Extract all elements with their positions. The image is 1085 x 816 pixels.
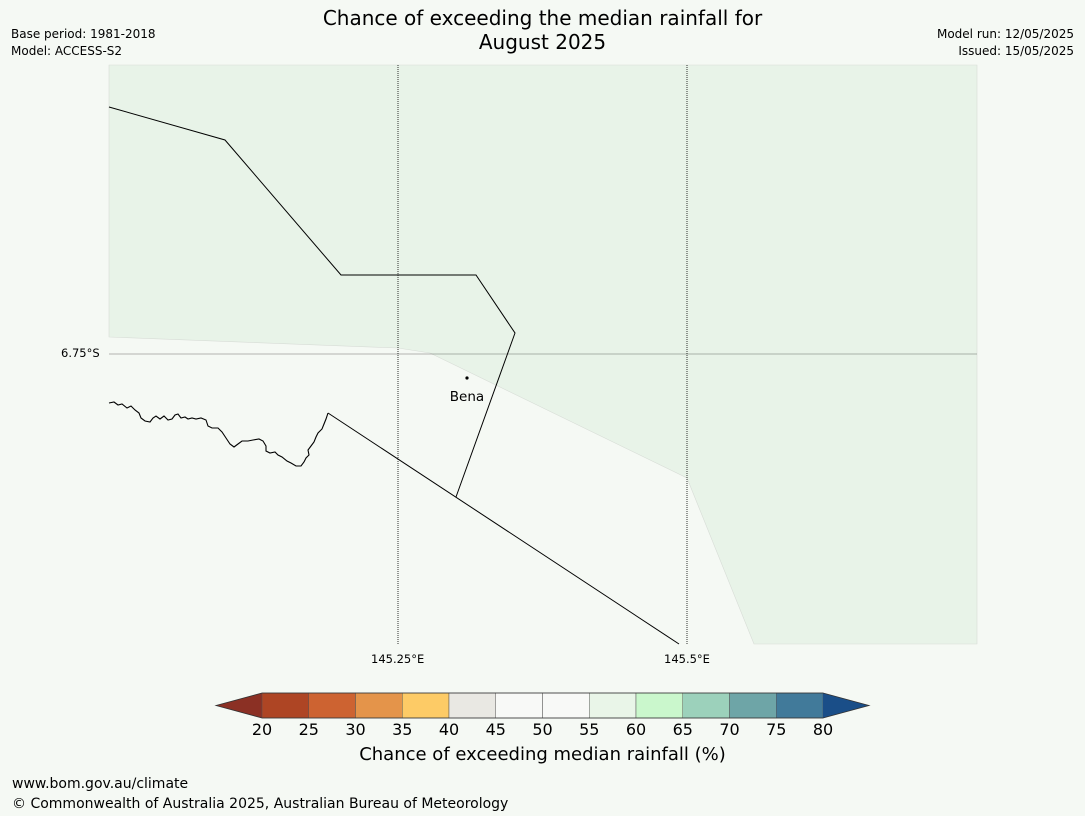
issued-date: Issued: 15/05/2025 [958,44,1074,58]
colorbar-tick-label: 30 [345,720,366,739]
footer-copyright: © Commonwealth of Australia 2025, Austra… [12,796,509,812]
model-name: Model: ACCESS-S2 [11,44,123,58]
map-title: Chance of exceeding the median rainfall … [0,6,1085,54]
footer-url: www.bom.gov.au/climate [12,776,189,792]
latitude-label: 6.75°S [61,346,100,360]
province-border-north [108,106,516,498]
colorbar-segment [308,692,356,719]
colorbar-segment [448,692,496,719]
town-marker-icon [465,376,469,380]
base-period: Base period: 1981-2018 [11,27,156,41]
colorbar-tick-label: 60 [625,720,647,739]
colorbar-tick-label: 55 [579,720,600,739]
colorbar-tick-label: 65 [672,720,693,739]
colorbar-segment [402,692,450,719]
colorbar-tick-label: 75 [766,720,787,739]
colorbar-outline [214,692,871,719]
colorbar-tick-label: 50 [532,720,553,739]
colorbar-tick-label: 40 [438,720,460,739]
colorbar-segment [542,692,590,719]
colorbar-segment [729,692,777,719]
title-line-1: Chance of exceeding the median rainfall … [322,6,763,30]
colorbar-label: Chance of exceeding median rainfall (%) [359,744,726,765]
colorbar-extend-high [823,693,869,718]
colorbar-tick-label: 45 [485,720,506,739]
colorbar-segment [682,692,730,719]
colorbar-tick-label: 25 [298,720,319,739]
title-line-2: August 2025 [478,30,607,54]
colorbar-segment [261,692,309,719]
colorbar-segment [355,692,403,719]
colorbar-segment [589,692,637,719]
colorbar-extend-low [216,693,262,718]
province-border-south [327,412,680,645]
colorbar-tick-label: 80 [812,720,834,739]
colorbar-segment [776,692,824,719]
model-info: Base period: 1981-2018 Model: ACCESS-S2 [11,26,156,60]
model-run: Model run: 12/05/2025 [936,27,1074,41]
colorbar-segment [495,692,543,719]
town-label: Bena [450,389,484,405]
coastline [108,401,329,467]
colorbar-segment [635,692,683,719]
run-info: Model run: 12/05/2025 Issued: 15/05/2025 [937,26,1074,60]
longitude-label-145-5: 145.5°E [664,652,710,666]
colorbar-ticks: 20 25 30 35 40 45 50 55 60 65 70 75 80 [0,720,1085,740]
longitude-label-145-25: 145.25°E [371,652,425,666]
colorbar-tick-label: 70 [719,720,740,739]
colorbar-tick-label: 35 [392,720,413,739]
colorbar-tick-label: 20 [251,720,273,739]
